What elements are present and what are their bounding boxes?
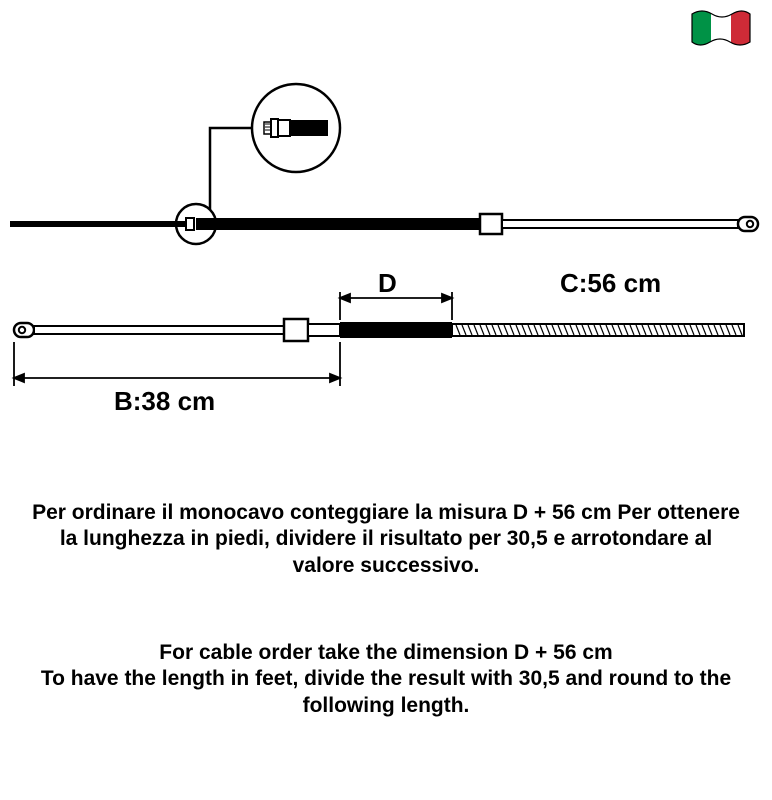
label-b: B:38 cm xyxy=(114,386,215,417)
page: D C:56 cm B:38 cm Per ordinare il monoca… xyxy=(0,0,772,800)
label-d: D xyxy=(378,268,397,299)
cable-diagram xyxy=(0,0,772,440)
label-c: C:56 cm xyxy=(560,268,661,299)
instructions-italian: Per ordinare il monocavo conteggiare la … xyxy=(30,500,742,579)
instructions-english: For cable order take the dimension D + 5… xyxy=(30,640,742,719)
